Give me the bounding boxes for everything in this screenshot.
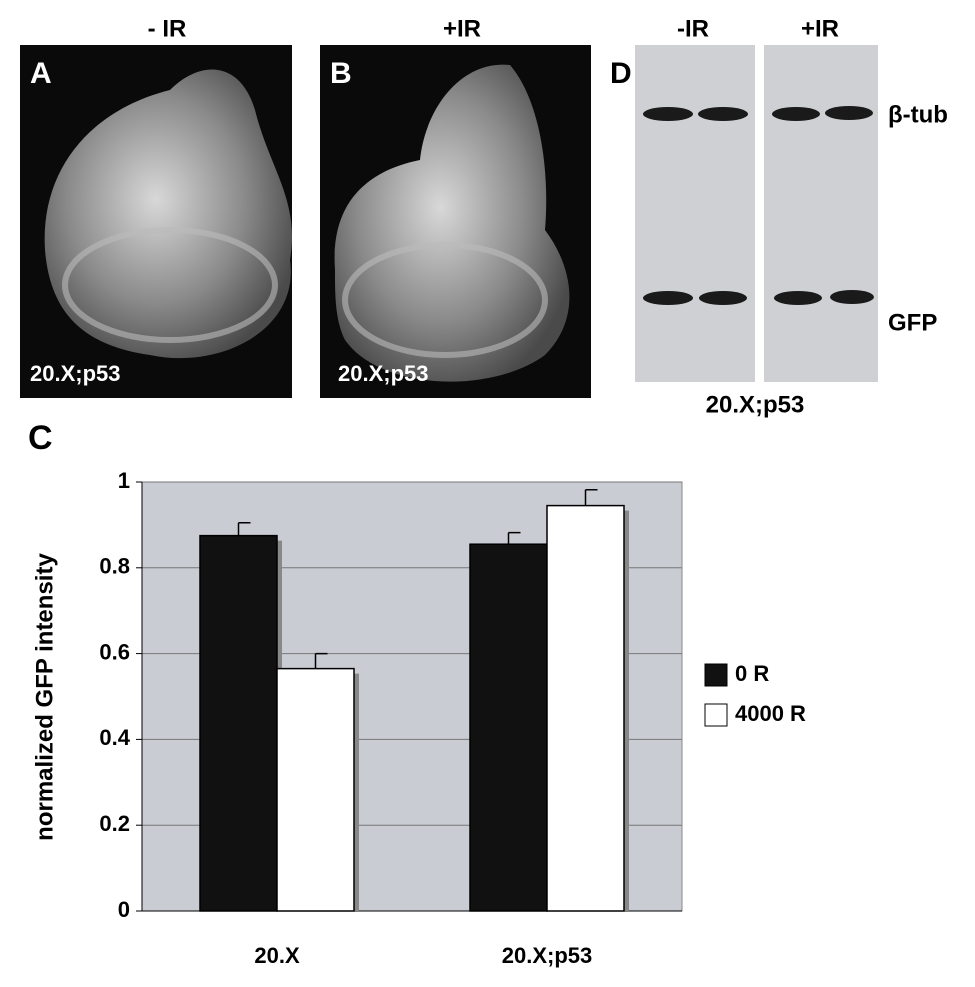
y-tick-label: 0.8: [99, 554, 130, 579]
y-tick-label: 0.6: [99, 639, 130, 664]
error-bar: [314, 652, 328, 669]
panel-letter: C: [28, 419, 53, 457]
panel-header: - IR: [148, 15, 187, 42]
wing-disc: [334, 64, 570, 382]
disc-fold: [342, 242, 548, 358]
x-tick-label: 20.X;p53: [502, 943, 593, 968]
y-axis-label: normalized GFP intensity: [31, 553, 58, 841]
legend-swatch: [704, 663, 728, 687]
panel-letter: D: [610, 57, 632, 90]
bar: [276, 667, 355, 912]
y-tick-label: 0.4: [99, 725, 130, 750]
legend-label: 0 R: [735, 661, 769, 686]
panel-caption: 20.X;p53: [30, 361, 121, 386]
panel-header: +IR: [443, 15, 481, 42]
band-label: GFP: [888, 309, 937, 336]
error-bar: [584, 488, 598, 506]
bar: [199, 534, 278, 912]
panel-caption: 20.X;p53: [338, 361, 429, 386]
bar: [469, 543, 548, 912]
disc-fold: [62, 227, 278, 343]
x-tick-label: 20.X: [254, 943, 300, 968]
lane-header: -IR: [677, 15, 709, 42]
error-bar: [507, 531, 521, 545]
y-tick-label: 1: [118, 468, 130, 493]
legend-label: 4000 R: [735, 701, 806, 726]
blot: [764, 45, 878, 382]
wing-disc: [44, 69, 292, 359]
blot: [635, 45, 755, 382]
bar: [546, 504, 625, 912]
legend-swatch: [704, 703, 728, 727]
error-bar: [237, 522, 251, 536]
lane-header: +IR: [801, 15, 839, 42]
band-label: β-tub: [888, 101, 948, 128]
panel-letter: B: [330, 57, 352, 90]
y-tick-label: 0: [118, 897, 130, 922]
panel-caption: 20.X;p53: [706, 391, 805, 418]
bands: [643, 106, 874, 305]
panel-letter: A: [30, 57, 52, 90]
y-tick-label: 0.2: [99, 811, 130, 836]
